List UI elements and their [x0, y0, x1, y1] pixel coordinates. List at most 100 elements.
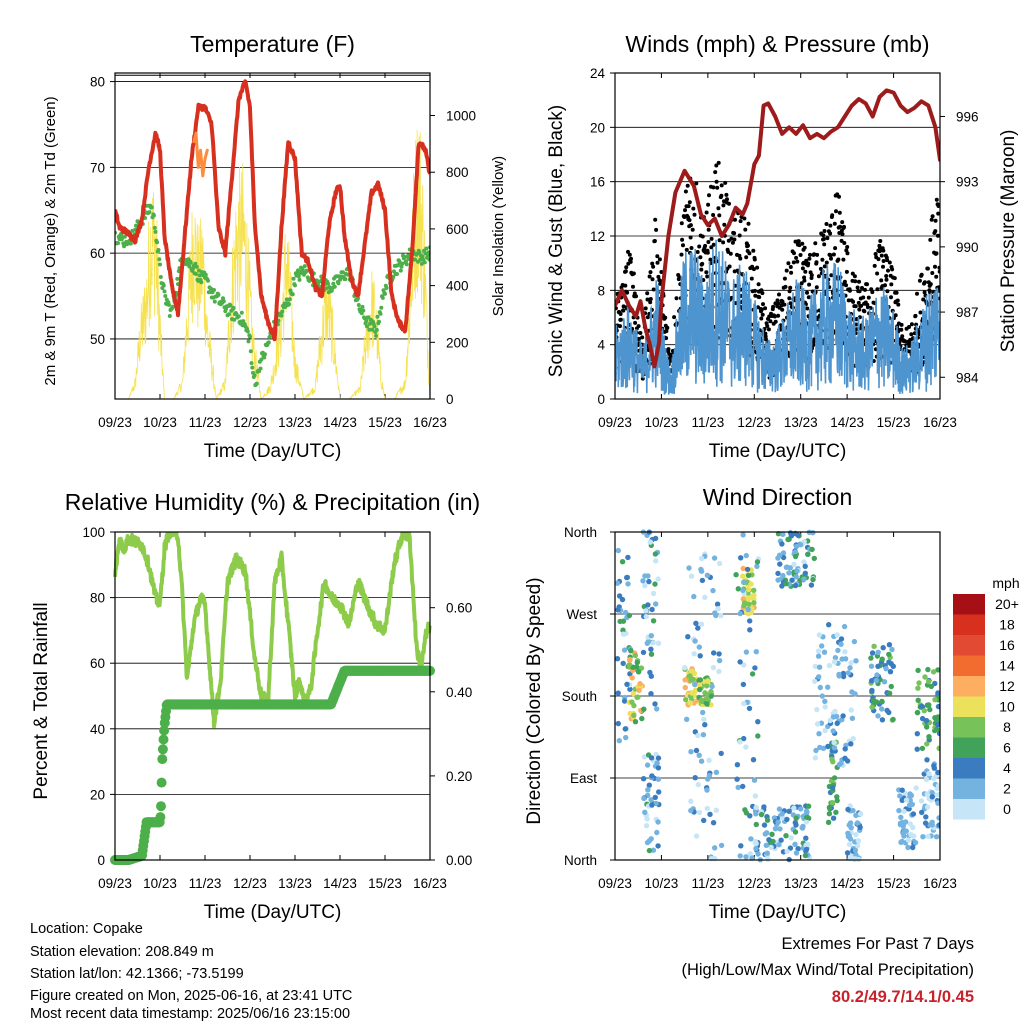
dewpoint-point: [157, 257, 162, 262]
direction-point: [754, 559, 761, 565]
direction-point: [745, 586, 752, 593]
direction-point: [646, 782, 652, 788]
x-tick-label: 09/23: [598, 876, 632, 891]
direction-point: [716, 657, 723, 664]
direction-point: [751, 600, 757, 606]
direction-point: [652, 794, 658, 801]
direction-point: [625, 554, 631, 561]
dewpoint-point: [152, 213, 156, 218]
dewpoint-point: [404, 262, 409, 267]
gust-point: [822, 264, 827, 269]
gust-point: [847, 288, 852, 293]
gust-point: [842, 279, 847, 284]
direction-point: [907, 797, 913, 803]
y2-tick-label: 200: [446, 335, 469, 350]
gust-point: [873, 252, 878, 256]
direction-point: [786, 808, 792, 814]
direction-point: [698, 555, 705, 562]
direction-point: [817, 684, 823, 691]
gust-point: [840, 220, 845, 225]
direction-point: [747, 851, 753, 857]
direction-point: [793, 543, 800, 550]
y-tick-label: 12: [590, 229, 605, 244]
direction-point: [696, 682, 703, 688]
direction-point: [655, 843, 661, 849]
direction-point: [692, 681, 698, 688]
gust-point: [716, 160, 721, 165]
gust-point: [685, 183, 690, 188]
direction-point: [768, 844, 774, 851]
direction-point: [851, 638, 858, 645]
gust-point: [665, 325, 670, 330]
y-tick-label: 20: [590, 120, 605, 135]
gust-point: [765, 324, 770, 328]
y2-tick-label: 0.20: [446, 769, 472, 784]
direction-point: [655, 755, 662, 761]
gust-point: [717, 213, 722, 218]
direction-point: [776, 842, 782, 848]
direction-point: [880, 645, 886, 651]
gust-point: [689, 246, 694, 250]
gust-point: [705, 250, 710, 255]
direction-point: [654, 706, 660, 712]
gust-point: [757, 295, 762, 300]
gust-point: [679, 252, 684, 257]
gust-point: [879, 278, 884, 283]
gust-point: [860, 286, 864, 290]
gust-point: [771, 304, 776, 309]
gust-point: [856, 300, 861, 305]
gust-point: [809, 276, 814, 280]
direction-point: [750, 757, 757, 763]
direction-point: [692, 729, 698, 735]
direction-point: [649, 802, 655, 808]
dewpoint-point: [231, 305, 236, 310]
gust-point: [751, 267, 756, 272]
gust-point: [922, 280, 927, 285]
direction-point: [699, 577, 706, 584]
gust-point: [711, 185, 716, 190]
direction-point: [816, 664, 823, 670]
direction-point: [766, 837, 772, 843]
gust-point: [782, 276, 787, 281]
direction-point: [650, 640, 656, 646]
gust-point: [928, 237, 933, 242]
gust-point: [699, 267, 704, 272]
direction-point: [738, 555, 744, 561]
direction-point: [853, 658, 859, 664]
gust-point: [729, 236, 734, 241]
direction-point: [616, 593, 623, 599]
dewpoint-point: [193, 261, 198, 266]
y-tick-label: 80: [90, 75, 105, 90]
figure-created-text: Figure created on Mon, 2025-06-16, at 23…: [30, 988, 353, 1004]
direction-point: [648, 646, 654, 652]
direction-point: [875, 649, 881, 655]
dewpoint-point: [116, 241, 120, 246]
direction-point: [935, 783, 940, 789]
legend-label: 12: [999, 678, 1015, 694]
direction-point: [825, 684, 831, 690]
direction-point: [798, 806, 804, 812]
gust-point: [621, 308, 626, 313]
dewpoint-point: [305, 268, 309, 273]
direction-point: [787, 530, 794, 536]
gust-point: [732, 237, 737, 242]
gust-point: [746, 243, 750, 248]
direction-point: [777, 561, 783, 567]
gust-point: [755, 265, 760, 270]
direction-point: [886, 690, 893, 696]
gust-point: [618, 324, 622, 329]
y-axis-label: 2m & 9m T (Red, Orange) & 2m Td (Green): [42, 96, 59, 385]
direction-point: [784, 816, 790, 823]
gust-point: [663, 315, 668, 320]
direction-point: [743, 649, 750, 655]
direction-point: [829, 800, 835, 806]
direction-point: [814, 706, 820, 713]
gust-point: [934, 274, 939, 279]
rainfall-point: [157, 754, 168, 765]
gust-point: [760, 291, 765, 296]
direction-point: [784, 848, 790, 855]
direction-point: [740, 783, 746, 790]
direction-point: [855, 838, 862, 844]
direction-point: [926, 702, 932, 708]
gust-point: [709, 245, 714, 250]
